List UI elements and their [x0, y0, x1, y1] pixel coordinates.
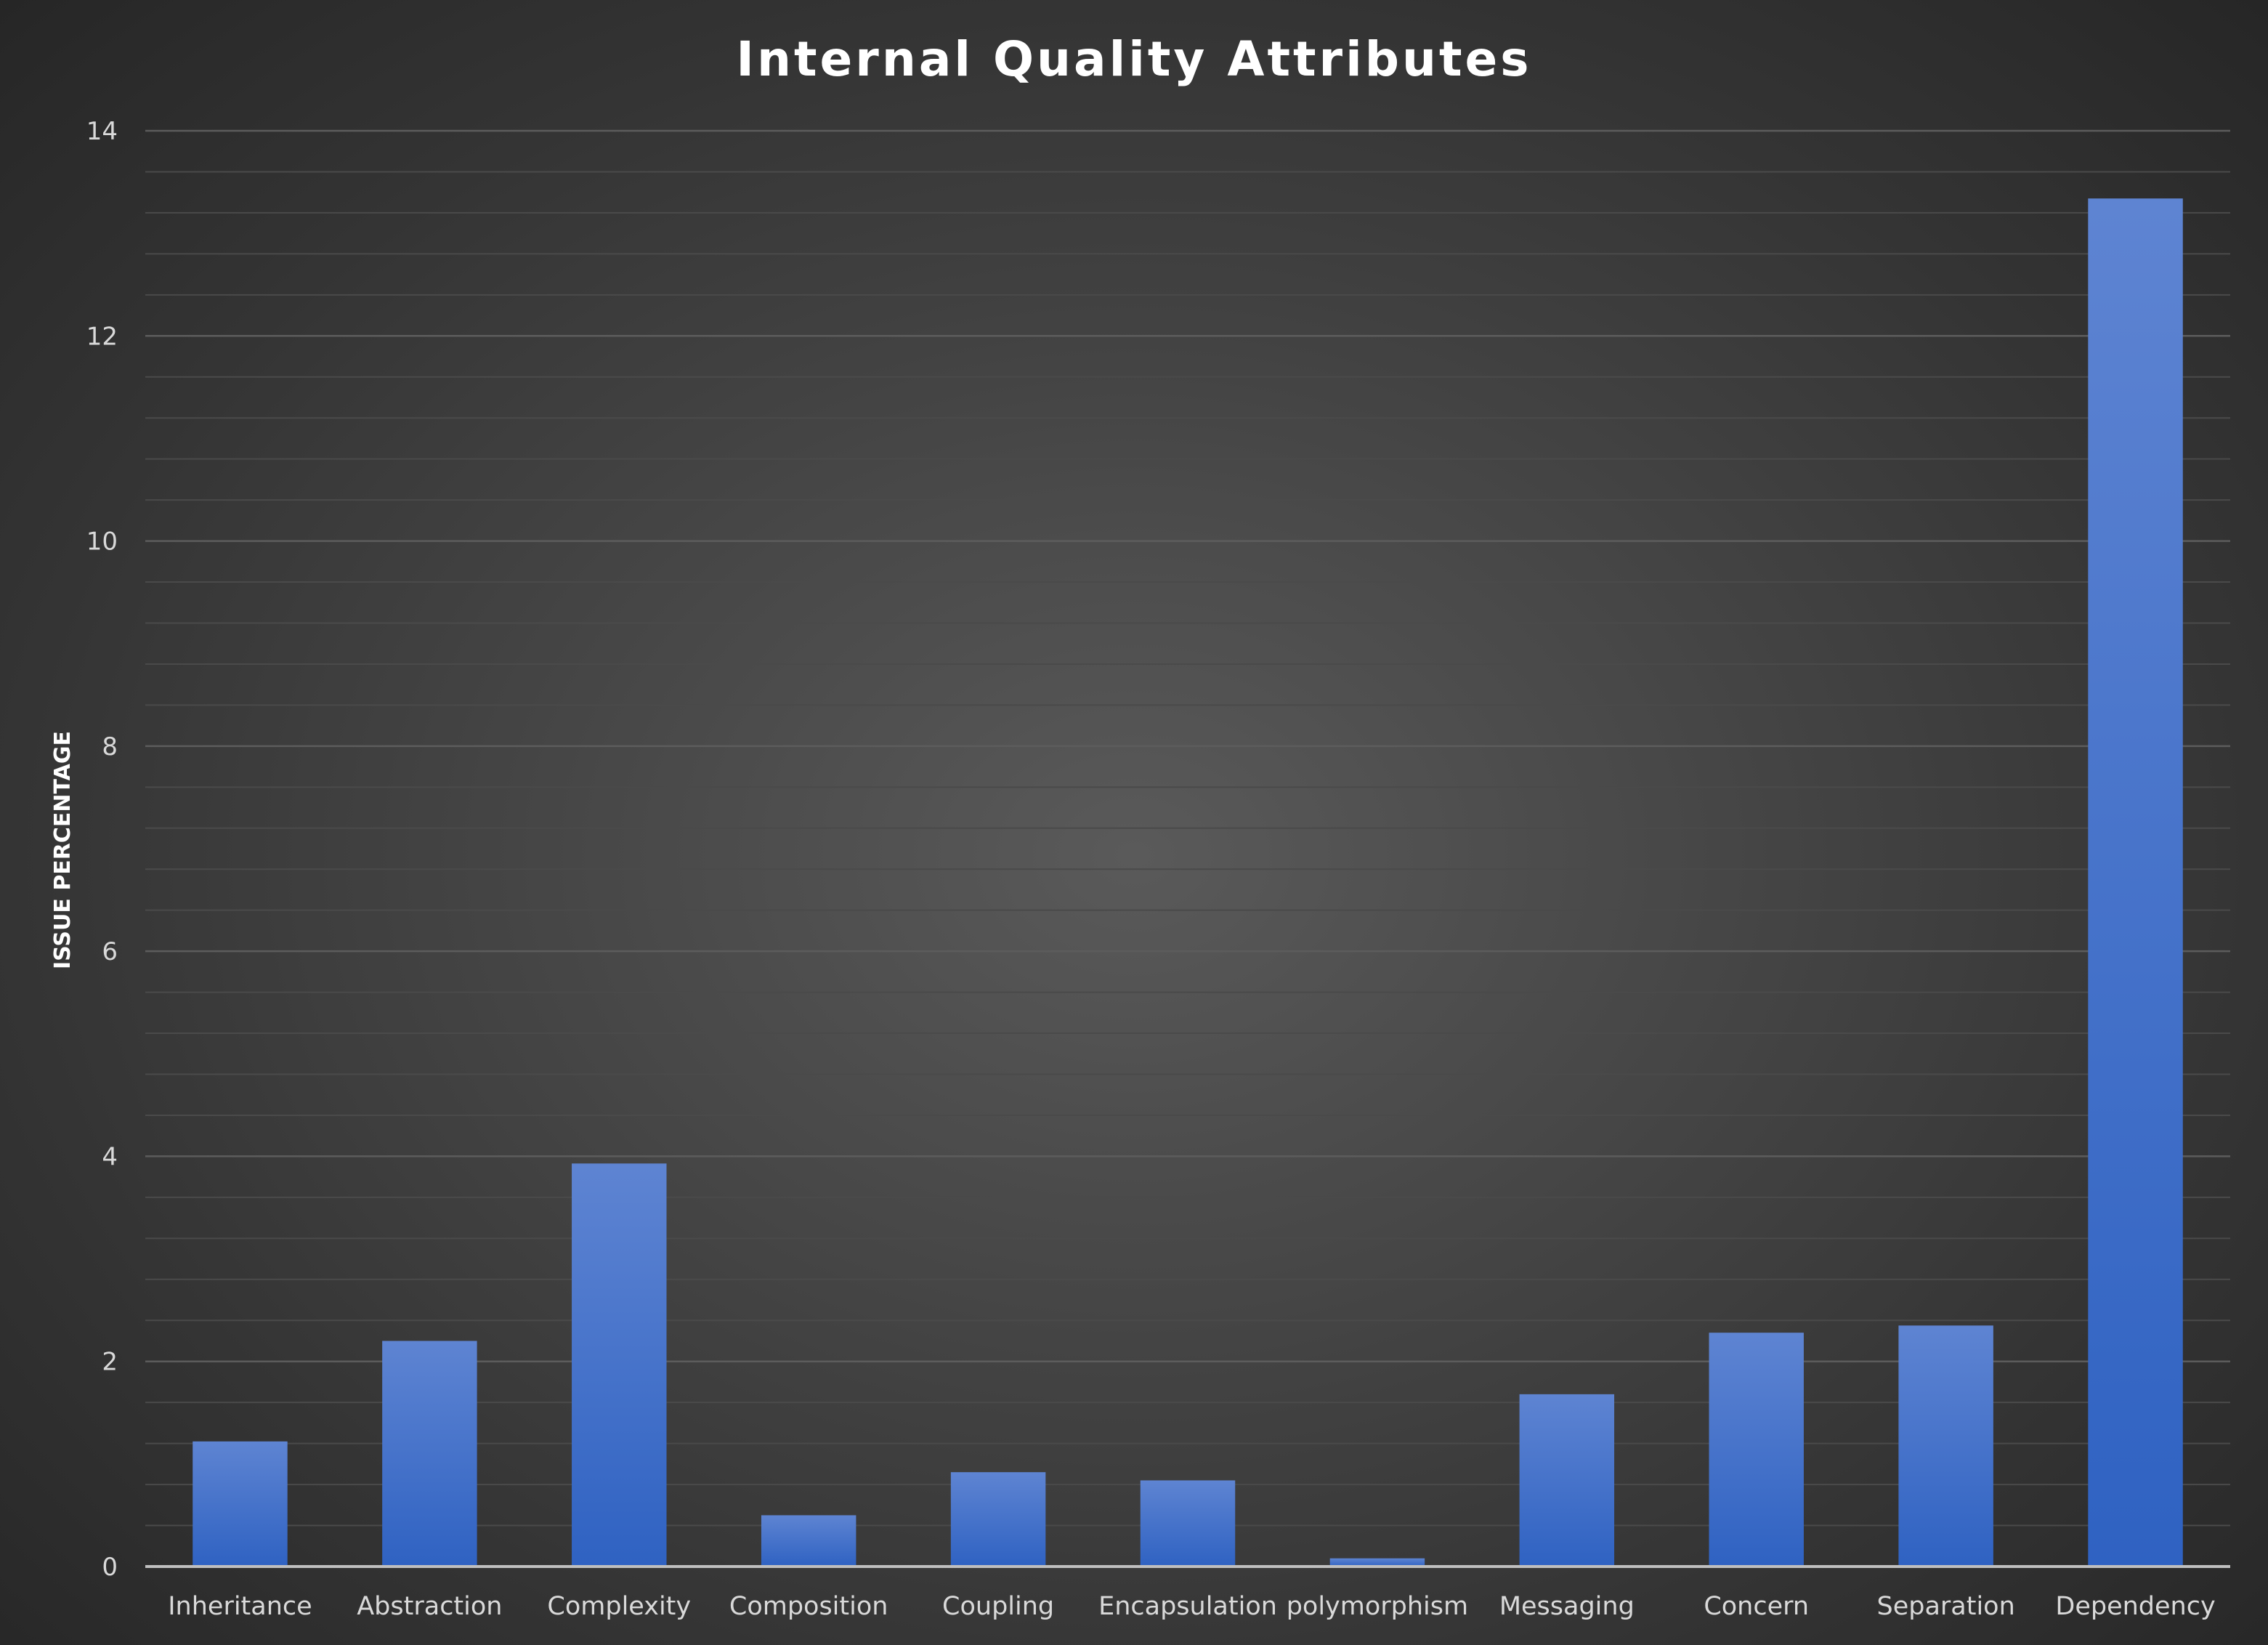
y-tick-label: 14	[86, 117, 118, 146]
y-tick-label: 4	[102, 1142, 118, 1171]
x-label-inheritance: Inheritance	[168, 1592, 312, 1621]
bar-separation	[1898, 1325, 1993, 1567]
bar-encapsulation	[1140, 1480, 1236, 1567]
bar-abstraction	[382, 1341, 477, 1567]
x-label-dependency: Dependency	[2055, 1592, 2215, 1621]
x-label-messaging: Messaging	[1499, 1592, 1635, 1621]
y-tick-label: 12	[86, 322, 118, 351]
y-tick-label: 8	[102, 732, 118, 761]
x-category-labels: Inheritance Abstraction Complexity Composit…	[168, 1592, 2215, 1621]
bar-dependency	[2088, 198, 2183, 1567]
bar-messaging	[1519, 1394, 1615, 1567]
bar-concern	[1709, 1333, 1804, 1567]
x-label-abstraction: Abstraction	[357, 1592, 502, 1621]
x-label-encapsulation: Encapsulation	[1098, 1592, 1277, 1621]
x-label-complexity: Complexity	[547, 1592, 691, 1621]
y-tick-label: 10	[86, 528, 118, 557]
bar-polymorphism	[1329, 1558, 1425, 1567]
x-label-concern: Concern	[1704, 1592, 1809, 1621]
x-label-polymorphism: polymorphism	[1287, 1592, 1468, 1621]
y-axis-title: ISSUE PERCENTAGE	[50, 731, 76, 969]
bar-coupling	[950, 1472, 1046, 1567]
x-label-separation: Separation	[1876, 1592, 2014, 1621]
bar-composition	[761, 1515, 856, 1567]
minor-gridlines	[145, 171, 2230, 1527]
y-tick-label: 2	[102, 1348, 118, 1377]
chart-title: Internal Quality Attributes	[736, 31, 1531, 87]
y-tick-label: 6	[102, 937, 118, 966]
bar-inheritance	[193, 1441, 288, 1567]
x-label-coupling: Coupling	[942, 1592, 1054, 1621]
major-gridlines	[145, 129, 2230, 1362]
bars	[193, 198, 2183, 1567]
y-tick-label: 0	[102, 1553, 118, 1582]
x-label-composition: Composition	[729, 1592, 888, 1621]
bar-complexity	[572, 1163, 667, 1567]
y-tick-labels: 0 2 4 6 8 10 12 14	[86, 117, 118, 1582]
